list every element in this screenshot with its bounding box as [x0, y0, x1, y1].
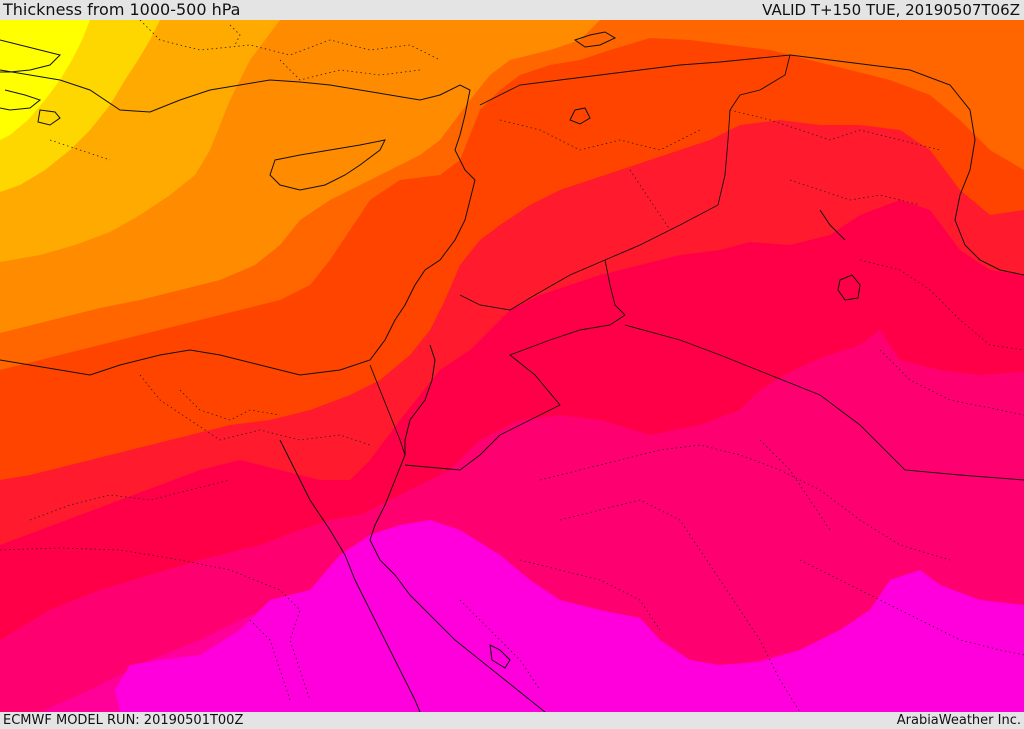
province-boundaries: [0, 20, 1024, 712]
band-yellow: [0, 20, 90, 140]
valid-time-label: VALID T+150 TUE, 20190507T06Z: [762, 1, 1020, 19]
coastlines: [0, 31, 1024, 712]
header-bar: Thickness from 1000-500 hPa VALID T+150 …: [0, 0, 1024, 20]
footer-bar: ECMWF MODEL RUN: 20190501T00Z ArabiaWeat…: [0, 712, 1024, 729]
credit-label: ArabiaWeather Inc.: [896, 713, 1021, 728]
thickness-map[interactable]: [0, 20, 1024, 712]
map-title: Thickness from 1000-500 hPa: [3, 0, 241, 19]
map-canvas: [0, 20, 1024, 712]
model-run-label: ECMWF MODEL RUN: 20190501T00Z: [3, 713, 244, 728]
band-magenta: [115, 520, 1024, 712]
borders: [369, 54, 1024, 481]
